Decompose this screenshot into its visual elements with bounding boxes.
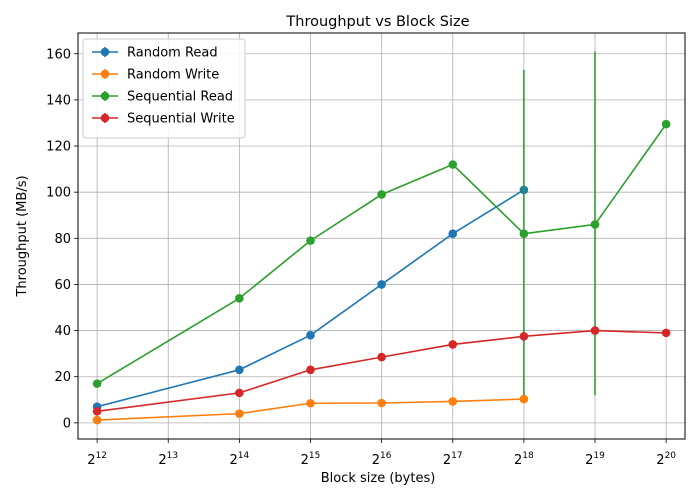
y-tick-label: 60 — [54, 278, 71, 293]
x-tick-label: 219 — [585, 451, 605, 468]
x-tick-label: 217 — [443, 451, 463, 468]
legend-entry: Random Write — [92, 68, 219, 83]
x-tick-exponent: 14 — [238, 451, 250, 461]
x-tick-exponent: 16 — [380, 451, 392, 461]
y-tick-label: 100 — [46, 186, 71, 201]
data-point — [235, 388, 244, 398]
data-point — [306, 330, 315, 340]
series-sequential-write — [92, 326, 671, 416]
legend: Random Read Random Write Sequential Read Se… — [82, 38, 246, 139]
legend-box — [82, 38, 246, 139]
data-point — [519, 394, 529, 404]
data-point — [377, 190, 386, 199]
data-point — [590, 220, 600, 229]
series-random-write — [92, 394, 529, 425]
data-point — [448, 340, 458, 349]
x-tick-label: 216 — [372, 451, 392, 468]
y-tick-label: 120 — [46, 140, 71, 155]
x-tick-exponent: 17 — [451, 451, 462, 461]
y-tick-label: 0 — [63, 416, 71, 431]
x-tick-label: 220 — [656, 451, 676, 468]
y-axis-ticks: 0 20 40 60 80 100 120 140 160 — [46, 47, 78, 431]
x-tick-label: 215 — [301, 451, 321, 468]
series-line — [96, 189, 525, 408]
data-point — [92, 415, 102, 425]
x-tick-base: 2 — [656, 453, 664, 468]
x-tick-exponent: 12 — [96, 451, 107, 461]
x-tick-base: 2 — [87, 453, 95, 468]
legend-marker — [100, 47, 110, 57]
x-tick-exponent: 20 — [665, 451, 677, 461]
y-tick-label: 80 — [54, 232, 71, 247]
legend-label: Sequential Read — [127, 90, 233, 105]
data-point — [519, 332, 529, 341]
legend-label: Sequential Write — [127, 112, 235, 127]
legend-entry: Random Read — [92, 46, 218, 61]
legend-marker — [100, 91, 110, 101]
x-tick-label: 214 — [230, 451, 250, 468]
series-line — [96, 123, 667, 385]
data-point — [590, 326, 600, 335]
x-tick-exponent: 13 — [167, 451, 178, 461]
x-tick-base: 2 — [230, 453, 238, 468]
x-tick-base: 2 — [514, 453, 522, 468]
data-point — [448, 160, 458, 169]
x-tick-base: 2 — [585, 453, 593, 468]
data-point — [377, 352, 386, 362]
x-tick-label: 213 — [158, 451, 178, 468]
data-point — [377, 398, 386, 408]
x-tick-base: 2 — [301, 453, 309, 468]
plot-series — [92, 51, 671, 425]
data-point — [377, 280, 386, 289]
data-point — [235, 409, 244, 418]
x-axis-ticks: 212 213 214 215 216 217 218 219 220 — [87, 439, 676, 468]
legend-entry: Sequential Write — [92, 112, 235, 127]
data-point — [306, 365, 315, 375]
data-point — [519, 229, 529, 238]
data-point — [92, 379, 102, 388]
series-line — [97, 329, 667, 413]
legend-label: Random Read — [127, 46, 218, 61]
x-tick-label: 212 — [87, 451, 107, 468]
legend-marker — [100, 69, 110, 79]
legend-label: Random Write — [127, 68, 219, 83]
x-tick-base: 2 — [158, 453, 166, 468]
series-line — [97, 398, 524, 421]
chart-title: Throughput vs Block Size — [285, 14, 469, 30]
y-tick-label: 160 — [46, 47, 71, 62]
data-point — [92, 407, 102, 416]
data-point — [235, 365, 244, 375]
data-point — [448, 229, 458, 238]
x-axis-label: Block size (bytes) — [321, 471, 436, 486]
y-tick-label: 140 — [46, 93, 71, 108]
legend-entry: Sequential Read — [92, 90, 233, 105]
x-tick-base: 2 — [372, 453, 380, 468]
data-point — [306, 236, 315, 245]
series-sequential-read — [92, 51, 671, 396]
y-tick-label: 40 — [54, 324, 71, 339]
data-point — [235, 293, 244, 303]
y-axis-label: Throughput (MB/s) — [15, 175, 30, 297]
x-tick-exponent: 15 — [309, 451, 320, 461]
x-tick-exponent: 18 — [522, 451, 534, 461]
data-point — [448, 397, 458, 406]
y-tick-label: 20 — [54, 370, 71, 385]
data-point — [306, 398, 315, 408]
x-tick-exponent: 19 — [593, 451, 605, 461]
x-tick-base: 2 — [443, 453, 451, 468]
x-tick-label: 218 — [514, 451, 534, 468]
legend-marker — [100, 113, 110, 123]
data-point — [661, 119, 671, 129]
data-point — [661, 328, 671, 338]
